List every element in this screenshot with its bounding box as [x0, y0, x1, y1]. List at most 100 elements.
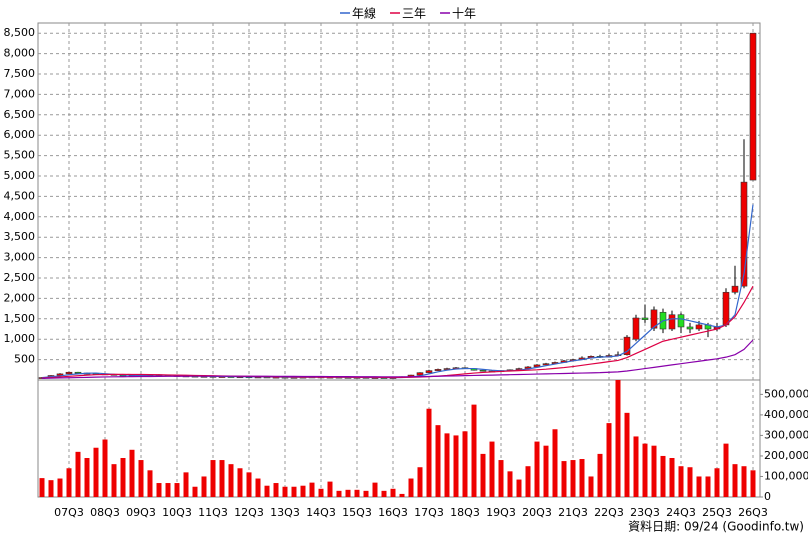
y2-tick-label: 400,000	[764, 408, 808, 421]
volume-bar	[129, 449, 135, 497]
candle-body	[749, 32, 757, 181]
volume-bar	[309, 482, 315, 497]
legend: 年線 三年 十年	[340, 6, 476, 21]
legend-label: 年線	[352, 6, 376, 21]
candle-body	[731, 285, 739, 293]
volume-bar	[381, 490, 387, 497]
ma-line	[41, 285, 754, 379]
candle-body	[479, 369, 487, 372]
volume-bar	[291, 486, 297, 497]
volume-bar	[552, 429, 558, 497]
y-tick-label: 2,500	[4, 271, 36, 284]
y-tick-label: 7,500	[4, 67, 36, 80]
volume-bar	[408, 478, 414, 497]
volume-bar	[39, 478, 45, 497]
volume-bar	[435, 425, 441, 497]
y-tick-label: 8,500	[4, 26, 36, 39]
volume-bar	[165, 483, 171, 497]
candle-body	[668, 314, 676, 330]
legend-label: 十年	[452, 7, 476, 21]
candle-body	[443, 368, 451, 370]
y-tick-label: 3,000	[4, 251, 36, 264]
x-tick-label: 07Q3	[54, 506, 84, 519]
ma-line	[41, 339, 754, 379]
y-tick-label: 8,000	[4, 47, 36, 60]
volume-bar	[642, 443, 648, 497]
volume-bar	[480, 453, 486, 497]
candle-body	[740, 181, 748, 287]
volume-bar	[336, 490, 342, 497]
volume-bar	[237, 468, 243, 497]
plot-frame	[37, 22, 761, 498]
x-tick-label: 09Q3	[126, 506, 156, 519]
candle-body	[623, 336, 631, 356]
volume-bar	[183, 472, 189, 497]
volume-bar	[624, 412, 630, 497]
volume-bar	[174, 483, 180, 497]
x-tick-label: 11Q3	[198, 506, 228, 519]
y-tick-label: 4,000	[4, 210, 36, 223]
volume-bar	[120, 458, 126, 497]
volume-bar	[255, 478, 261, 497]
x-tick-label: 23Q3	[630, 506, 660, 519]
x-tick-label: 10Q3	[162, 506, 192, 519]
volume-bar	[246, 472, 252, 497]
volume-bar	[525, 466, 531, 497]
source-note: 資料日期: 09/24 (Goodinfo.tw)	[628, 520, 804, 534]
volume-bar	[318, 488, 324, 497]
volume-bar	[210, 460, 216, 497]
volume-bar	[363, 490, 369, 497]
y2-tick-label: 200,000	[764, 449, 808, 462]
y-tick-label: 6,500	[4, 108, 36, 121]
candle-body	[425, 370, 433, 373]
volume-bar	[84, 458, 90, 497]
y-tick-label: 5,000	[4, 169, 36, 182]
volume-bar	[507, 471, 513, 497]
volume-bar	[660, 455, 666, 497]
candle-body	[434, 369, 442, 371]
x-tick-label: 24Q3	[666, 506, 696, 519]
volume-bar	[66, 468, 72, 497]
candle-body	[695, 324, 703, 330]
candle-body	[632, 317, 640, 340]
y-tick-label: 3,500	[4, 230, 36, 243]
volume-bar	[201, 476, 207, 497]
volume-bar	[156, 483, 162, 497]
volume-bar	[597, 453, 603, 497]
volume-bar	[462, 431, 468, 497]
volume-bar	[516, 479, 522, 497]
volume-bar	[615, 380, 621, 497]
volume-bar	[498, 460, 504, 497]
y-tick-label: 500	[14, 353, 35, 366]
volume-bar	[561, 461, 567, 497]
x-tick-label: 20Q3	[522, 506, 552, 519]
volume-bar	[453, 435, 459, 497]
legend-label: 三年	[402, 7, 426, 21]
x-tick-label: 22Q3	[594, 506, 624, 519]
volume-bar	[327, 481, 333, 497]
volume-bar	[678, 466, 684, 497]
y-tick-label: 7,000	[4, 87, 36, 100]
y2-tick-label: 100,000	[764, 469, 808, 482]
volume-bar	[417, 467, 423, 497]
volume-bar	[228, 464, 234, 497]
volume-bar	[696, 476, 702, 497]
volume-bar	[300, 485, 306, 497]
x-tick-label: 08Q3	[90, 506, 120, 519]
candle-body	[542, 363, 550, 366]
candle-body	[686, 326, 694, 330]
y2-tick-label: 500,000	[764, 387, 808, 400]
y2-tick-label: 0	[764, 490, 771, 503]
volume-bar	[345, 489, 351, 497]
volume-bar	[372, 482, 378, 497]
volume-bar	[354, 489, 360, 497]
candle-body	[65, 371, 73, 375]
volume-bar	[633, 436, 639, 497]
volume-bar	[93, 447, 99, 497]
volume-bar	[651, 445, 657, 497]
x-tick-label: 26Q3	[738, 506, 768, 519]
volume-bar	[48, 480, 54, 497]
volume-bar	[669, 458, 675, 497]
volume-bar	[219, 460, 225, 497]
y2-tick-label: 300,000	[764, 428, 808, 441]
